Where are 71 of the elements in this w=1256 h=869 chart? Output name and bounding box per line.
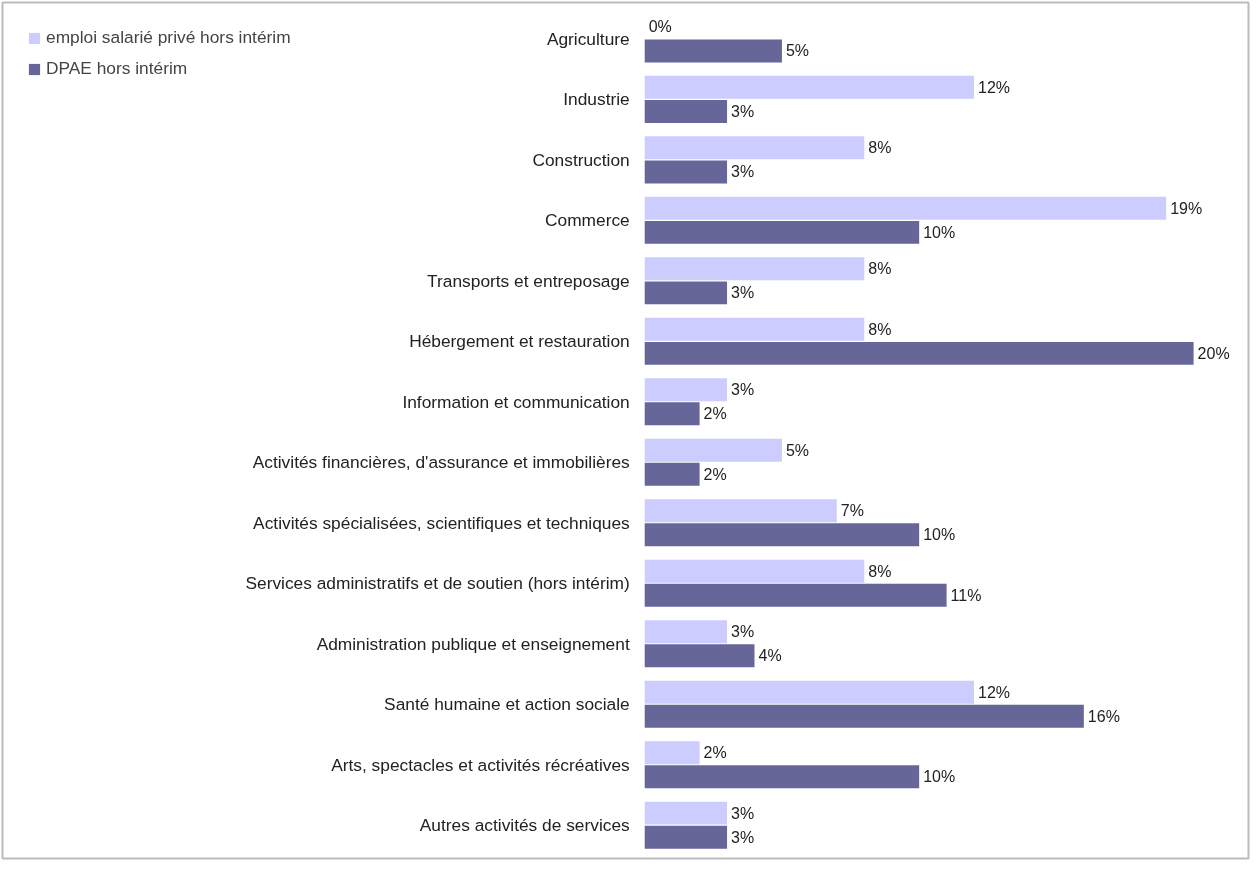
y-tick-label: Santé humaine et action sociale [384, 694, 630, 715]
y-tick-label: Information et communication [402, 391, 630, 412]
y-tick-label: Transports et entreposage [427, 270, 630, 291]
data-label: 10% [923, 223, 956, 241]
data-label: 0% [648, 18, 672, 36]
data-label: 2% [703, 405, 727, 423]
bar [644, 378, 728, 402]
y-tick-label: Agriculture [546, 28, 630, 49]
y-tick-label: Industrie [563, 89, 630, 110]
bar [644, 704, 1084, 728]
bar [644, 741, 700, 765]
bar [644, 39, 782, 63]
data-label: 16% [1087, 707, 1120, 725]
y-tick-label: Hébergement et restauration [409, 331, 630, 352]
bar [644, 196, 1167, 220]
bar [644, 680, 975, 704]
y-tick-label: Services administratifs et de soutien (hors intérim) [245, 573, 630, 594]
data-label: 3% [731, 102, 755, 120]
data-label: 12% [978, 683, 1011, 701]
bar [644, 341, 1194, 365]
data-label: 12% [978, 78, 1011, 96]
data-label: 3% [731, 284, 755, 302]
y-tick-label: Activités financières, d'assurance et immobilières [252, 452, 631, 473]
bar [644, 499, 837, 523]
bar [644, 257, 865, 281]
data-label: 19% [1170, 199, 1203, 217]
y-tick-label: Autres activités de services [419, 815, 631, 836]
legend-label: DPAE hors intérim [46, 58, 188, 79]
data-label: 8% [868, 139, 892, 157]
bar [644, 620, 728, 644]
bar [644, 644, 755, 668]
bar [644, 136, 865, 160]
data-label: 3% [731, 163, 755, 181]
data-label: 5% [785, 42, 810, 60]
bar [644, 160, 728, 184]
data-label: 7% [840, 502, 864, 520]
data-label: 11% [950, 586, 982, 604]
y-tick-label: Activités spécialisées, scientifiques et techniques [253, 512, 631, 533]
bar [644, 438, 782, 462]
y-tick-label: Construction [532, 149, 630, 170]
bar [644, 281, 728, 305]
bar [644, 825, 728, 849]
data-label: 8% [868, 562, 892, 580]
bar [644, 220, 920, 244]
data-label: 5% [785, 441, 810, 459]
data-label: 3% [731, 828, 755, 846]
data-label: 10% [923, 768, 956, 786]
bar [644, 559, 865, 583]
legend-label: emploi salarié privé hors intérim [46, 27, 291, 48]
data-label: 4% [758, 647, 782, 665]
data-label: 3% [731, 804, 755, 822]
bar [644, 75, 975, 99]
data-label: 3% [731, 381, 755, 399]
data-label: 3% [731, 623, 755, 641]
bar [644, 523, 920, 547]
data-label: 20% [1197, 344, 1230, 362]
bar [644, 402, 700, 426]
bar [644, 583, 947, 607]
data-label: 8% [868, 320, 892, 338]
y-tick-label: Arts, spectacles et activités récréatives [331, 754, 631, 775]
data-label: 10% [923, 526, 956, 544]
bar [644, 99, 728, 123]
bar [644, 801, 728, 825]
bar [644, 317, 865, 341]
bar [644, 765, 920, 789]
data-label: 8% [868, 260, 892, 278]
data-label: 2% [703, 744, 727, 762]
y-tick-label: Administration publique et enseignement [316, 633, 630, 654]
y-tick-label: Commerce [544, 210, 630, 231]
bar [644, 462, 700, 486]
data-label: 2% [703, 465, 727, 483]
